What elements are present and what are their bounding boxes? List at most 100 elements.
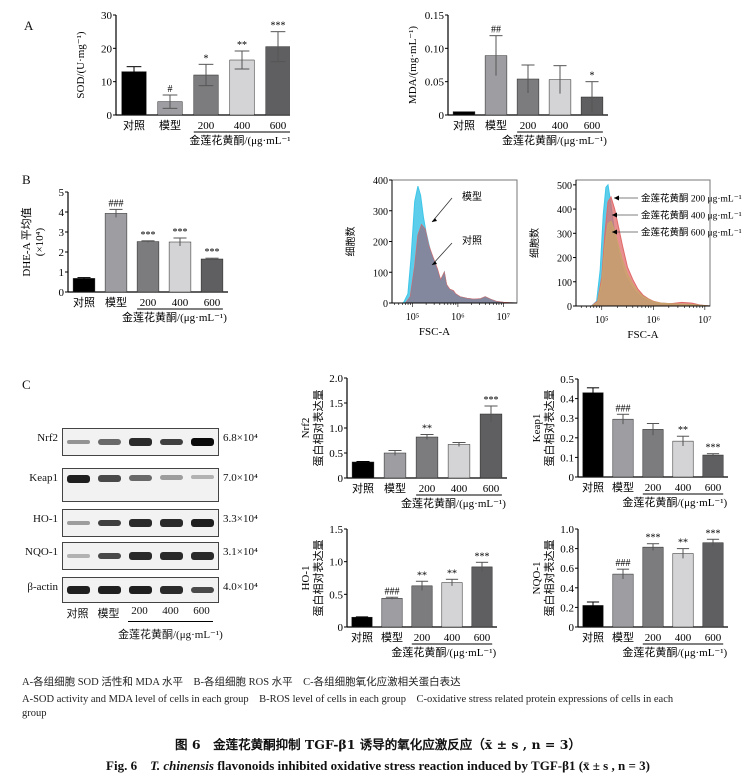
y-axis-title: NQO-1 (531, 562, 543, 595)
significance-label: *** (205, 247, 220, 258)
chart-mda: 0 0.05 0.10 0.15 对照 ## 模型 200 400 * 600金莲花黄酮/(μg·m… (407, 10, 608, 147)
wb-membrane-strip (62, 509, 219, 537)
figure-title-en-species: T. chinensis (150, 758, 214, 773)
x-axis-title: 金莲花黄酮/(μg·mL⁻¹) (122, 310, 227, 324)
y-tick-label: 1.0 (329, 557, 343, 569)
wb-lane-label: 400 (162, 605, 179, 617)
arrow-head-icon (612, 212, 617, 218)
wb-band (160, 519, 183, 527)
wb-band (67, 554, 90, 558)
x-tick-label: 400 (675, 482, 692, 494)
wb-band (98, 475, 121, 482)
wb-protein-label: Nrf2 (37, 432, 58, 444)
y-tick-label: 2 (59, 247, 65, 259)
histogram-overlap (392, 224, 517, 303)
wb-molecular-weight: 4.0×10⁴ (223, 581, 258, 593)
wb-molecular-weight: 3.3×10⁴ (223, 513, 258, 525)
significance-label: ** (417, 570, 427, 581)
wb-band (98, 586, 121, 594)
x-axis-title: 金莲花黄酮/(μg·mL⁻¹) (622, 645, 727, 659)
wb-molecular-weight: 7.0×10⁴ (223, 472, 258, 484)
y-tick-label: 1.0 (329, 423, 343, 435)
wb-band (191, 552, 214, 560)
wb-band (67, 586, 90, 594)
arrow-head-icon (612, 229, 617, 235)
significance-label: ### (616, 403, 631, 414)
y-tick-label: 3 (59, 227, 65, 239)
y-tick-label: 0.3 (560, 413, 574, 425)
y-axis-title: HO-1 (300, 565, 312, 590)
chart-dhe: 0 1 2 3 4 5 对照 ### 模型 *** 200 *** 400 *** 600金莲花黄酮/(μg… (20, 187, 228, 324)
wb-band (98, 552, 121, 560)
wb-band (129, 586, 152, 594)
wb-protein-label: NQO-1 (25, 546, 58, 558)
arrow-head-icon (432, 218, 437, 222)
x-tick-label: 模型 (612, 630, 634, 644)
significance-label: *** (646, 533, 661, 544)
x-tick-label: 400 (451, 483, 468, 495)
bar (479, 413, 503, 479)
wb-protein-label: β-actin (27, 581, 58, 593)
wb-band (67, 439, 90, 445)
bar (582, 392, 604, 478)
y-axis-title: 细胞数 (528, 228, 541, 258)
wb-lane-label: 200 (131, 605, 148, 617)
x-tick-label: 200 (198, 120, 215, 132)
bar (351, 461, 375, 479)
y-tick-label: 4 (59, 207, 65, 219)
wb-band (129, 438, 152, 446)
wb-band (191, 586, 214, 594)
wb-band (191, 438, 214, 446)
significance-label: * (590, 71, 595, 82)
annotation-arrow (431, 242, 453, 266)
arrow-head-icon (614, 195, 619, 201)
bar (168, 241, 192, 293)
x-tick-label: 400 (234, 120, 251, 132)
x-tick-label: 模型 (159, 118, 181, 132)
significance-label: ** (422, 424, 432, 435)
wb-lane-label: 600 (193, 605, 210, 617)
y-axis-title: 细胞数 (344, 227, 357, 257)
significance-label: ** (678, 538, 688, 549)
x-tick-label: 对照 (453, 118, 475, 132)
y-tick-label: 0.10 (425, 43, 445, 55)
chart-keap1: 0 0.1 0.2 0.3 0.4 0.5 对照 ### 模型 200 ** 400 *** 600金莲花… (531, 374, 728, 509)
y-tick-label: 300 (557, 229, 572, 240)
x-axis-title: 金莲花黄酮/(μg·mL⁻¹) (622, 495, 727, 509)
wb-lane-label: 对照 (66, 608, 89, 620)
y-tick-label: 100 (557, 278, 572, 289)
wb-band (98, 439, 121, 445)
bar (411, 585, 433, 628)
x-tick-label: 400 (552, 120, 569, 132)
y-tick-label: 0.8 (560, 544, 574, 556)
significance-label: # (168, 84, 173, 95)
annotation-arrow (431, 197, 453, 223)
bar (612, 573, 634, 628)
x-tick-label: 10⁵ (406, 312, 420, 323)
y-tick-label: 0.2 (560, 602, 574, 614)
y-axis-subtitle: 蛋白相对表达量 (542, 390, 556, 467)
chart-flow-treatment: 0 100 200 300 400 500 10⁵ 10⁶ 10⁷ FSC-A 细胞数 金莲花黄酮 2… (528, 179, 742, 341)
y-tick-label: 100 (373, 268, 388, 279)
y-tick-label: 0 (59, 287, 65, 299)
y-axis-title: MDA/(mg·mL⁻¹) (407, 26, 419, 104)
bar (452, 111, 476, 116)
histogram-series (392, 186, 518, 304)
x-tick-label: 对照 (73, 295, 95, 309)
x-tick-label: 200 (645, 632, 662, 644)
wb-band (67, 475, 90, 483)
annotation-label: 模型 (462, 190, 482, 203)
dose-group-underline (128, 621, 213, 622)
x-axis-title: FSC-A (419, 326, 450, 338)
x-tick-label: 模型 (105, 295, 127, 309)
x-tick-label: 10⁷ (698, 315, 712, 326)
annotation-label: 金莲花黄酮 600 μg·mL⁻¹ (641, 227, 742, 239)
y-tick-label: 0.5 (329, 448, 343, 460)
figure-title-zh: 图 6 金莲花黄酮抑制 TGF-β1 诱导的氧化应激反应（x̄ ± s , n … (175, 737, 581, 752)
wb-membrane-strip (62, 428, 219, 456)
significance-label: *** (706, 528, 721, 539)
significance-label: ### (616, 558, 631, 569)
x-tick-label: 10⁶ (451, 312, 465, 323)
y-tick-label: 0 (439, 110, 445, 122)
